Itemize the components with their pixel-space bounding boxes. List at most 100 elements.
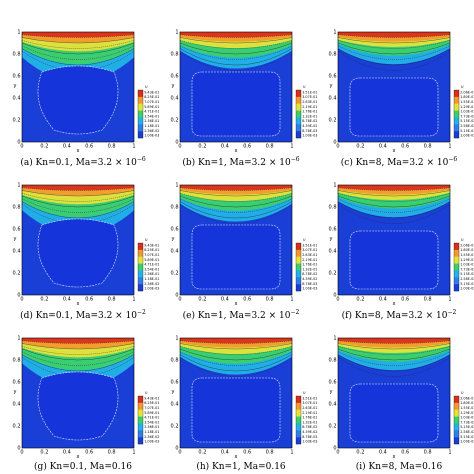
plot-frame [337,337,451,449]
colorbar-segment [296,437,301,445]
colorbar-label: 4.71E-01 [144,110,159,114]
colorbar-label: 1.76E-01 [302,416,317,420]
colorbar-label: 1.03E-01 [460,416,474,420]
contour-line [337,40,451,49]
colorbar-segment [296,270,301,278]
contour-line [179,45,293,60]
contour-line [337,346,451,355]
y-tick-label: 0.4 [13,402,21,408]
caption-exponent: −6 [448,156,458,163]
colorbar-label: 1.55E-01 [460,406,474,410]
colorbar-segment [138,256,143,264]
colorbar-label: 8.25E-01 [144,401,159,405]
colorbar-label: 1.76E-01 [302,263,317,267]
colorbar-label: 5.89E-01 [144,105,159,109]
contour-line [179,343,293,350]
colorbar-label: 1.29E-01 [460,411,474,415]
y-tick-label: 0.8 [329,358,337,364]
colorbar-segment [454,423,459,431]
contour-line [337,195,451,208]
colorbar-label: 1.80E-01 [460,401,474,405]
colorbar-title: U [461,85,464,89]
x-tick-label: 0.6 [243,297,251,303]
y-tick-label: 0.8 [171,52,179,58]
colorbar-segment [296,124,301,132]
colorbar-segment [138,402,143,410]
contour-line [337,190,451,197]
x-tick-label: 0.8 [108,144,116,150]
contour-line [337,348,451,361]
colorbar-label: 2.06E-01 [460,396,474,400]
y-axis-label: y [330,236,333,242]
y-axis-label: y [172,236,175,242]
x-tick-label: 0.4 [63,144,71,150]
colorbar-label: 7.07E-01 [144,100,159,104]
x-axis-label: x [77,454,80,460]
contour-line [179,40,293,49]
x-axis-label: x [77,301,80,307]
y-tick-label: 1 [333,30,336,36]
colorbar-label: 5.15E-03 [460,435,474,439]
caption-text: (e) Kn=1, Ma=3.2 × 10 [182,311,291,321]
colorbar-label: 2.58E-02 [460,277,474,281]
core-region [37,371,119,441]
y-tick-label: 0 [333,446,336,452]
colorbar-frame [453,395,460,445]
contour-line [337,198,451,213]
panel-caption-g: (g) Kn=0.1, Ma=0.16 [4,462,162,472]
colorbar-segment [296,430,301,438]
x-tick-label: 0 [178,144,181,150]
x-axis-label: x [393,454,396,460]
colorbar-segment [138,249,143,257]
y-tick-label: 1 [333,336,336,342]
colorbar-label: 2.06E-01 [460,243,474,247]
x-tick-label: 0.6 [243,450,251,456]
caption-text: (a) Kn=0.1, Ma=3.2 × 10 [20,158,137,168]
x-tick-label: 0.4 [63,450,71,456]
caption-exponent: −6 [136,156,146,163]
colorbar-label: 7.73E-02 [460,267,474,271]
x-tick-label: 1 [290,144,293,150]
contour-line [21,343,135,350]
colorbar-label: 8.78E-02 [302,425,317,429]
contour-band [22,185,134,191]
colorbar-segment [454,270,459,278]
colorbar-segment [296,423,301,431]
colorbar-segment [454,243,459,251]
colorbar-label: 9.43E-01 [144,90,159,94]
colorbar-label: 5.15E-02 [460,272,474,276]
colorbar-label: 8.25E-01 [144,95,159,99]
colorbar-label: 2.58E-02 [460,124,474,128]
y-tick-label: 0.8 [329,205,337,211]
contour-line [179,37,293,44]
colorbar-label: 1.00E-03 [460,134,474,138]
y-axis-label: y [330,83,333,89]
contour-line [337,201,451,219]
x-tick-label: 0.2 [356,450,364,456]
x-tick-label: 0 [20,450,23,456]
contour-band [338,185,450,191]
colorbar-label: 9.43E-01 [144,396,159,400]
contour-plot-b: 0 0.2 0.4 0.6 0.8 1 y 0 0.2 0.4 0.6 0.8 1 x U3.51E-013… [171,30,318,154]
colorbar-label: 4.39E-02 [302,124,317,128]
colorbar-segment [296,263,301,271]
x-tick-label: 0.6 [401,450,409,456]
colorbar-frame [453,89,460,139]
contour-line [179,34,293,38]
contour-line [179,201,293,219]
contour-line [337,193,451,202]
colorbar-label: 2.63E-01 [302,253,317,257]
contour-panel-h: 0 0.2 0.4 0.6 0.8 1 y 0 0.2 0.4 0.6 0.8 1 x U 3.51E-01 3… [171,336,322,460]
colorbar-label: 2.36E-02 [144,129,159,133]
colorbar-segment [454,277,459,285]
y-tick-label: 1 [17,336,20,342]
contour-line [179,354,293,372]
y-tick-label: 0.2 [171,271,179,277]
contour-line [337,37,451,44]
colorbar-segment [296,256,301,264]
colorbar-label: 1.55E-01 [460,253,474,257]
colorbar-label: 4.71E-01 [144,263,159,267]
contour-line [21,187,135,191]
contour-line [21,190,135,197]
colorbar-segment [138,124,143,132]
